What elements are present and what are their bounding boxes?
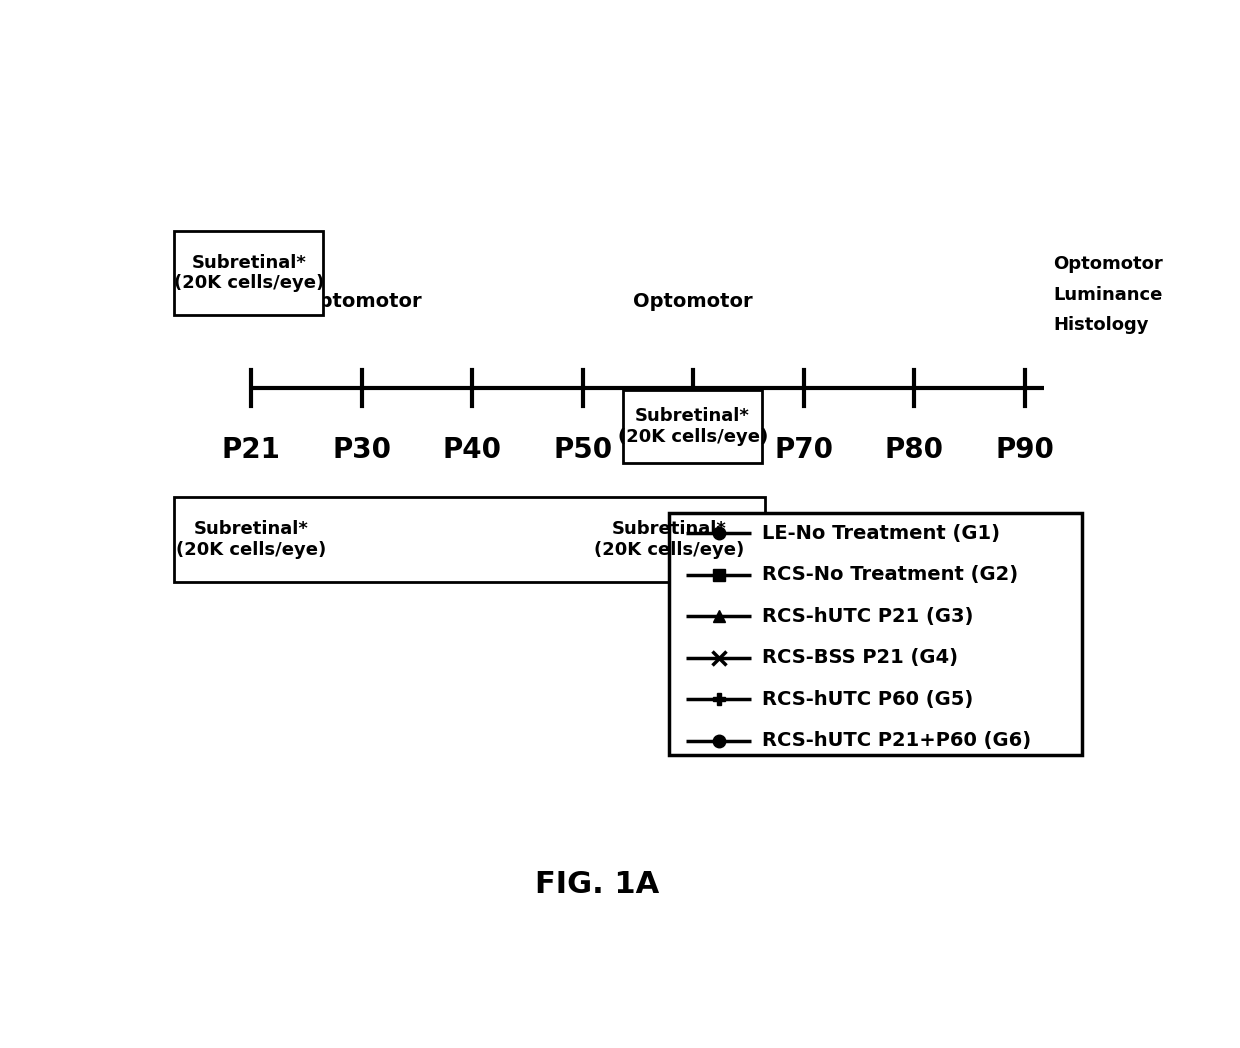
Text: RCS-hUTC P60 (G5): RCS-hUTC P60 (G5) [763, 690, 973, 708]
Text: P80: P80 [884, 436, 944, 464]
Text: P70: P70 [774, 436, 833, 464]
Bar [670, 514, 1083, 756]
Text: RCS-hUTC P21 (G3): RCS-hUTC P21 (G3) [763, 607, 973, 626]
Text: Subretinal*
(20K cells/eye): Subretinal* (20K cells/eye) [174, 254, 324, 292]
Text: P30: P30 [332, 436, 391, 464]
Text: Luminance: Luminance [1054, 285, 1163, 304]
Text: Subretinal*
(20K cells/eye): Subretinal* (20K cells/eye) [176, 520, 326, 559]
Text: Optomotor: Optomotor [301, 292, 422, 311]
Bar [622, 391, 763, 463]
Text: LE-No Treatment (G1): LE-No Treatment (G1) [763, 524, 1001, 543]
Bar [174, 231, 324, 315]
Text: RCS-No Treatment (G2): RCS-No Treatment (G2) [763, 565, 1018, 584]
Text: P21: P21 [222, 436, 280, 464]
Bar [174, 497, 765, 582]
Text: RCS-BSS P21 (G4): RCS-BSS P21 (G4) [763, 649, 959, 668]
Text: P50: P50 [553, 436, 613, 464]
Text: Subretinal*
(20K cells/eye): Subretinal* (20K cells/eye) [594, 520, 744, 559]
Text: Optomotor: Optomotor [634, 292, 753, 311]
Text: FIG. 1A: FIG. 1A [534, 870, 660, 899]
Text: Optomotor: Optomotor [1054, 255, 1163, 272]
Text: P40: P40 [443, 436, 502, 464]
Text: Subretinal*
(20K cells/eye): Subretinal* (20K cells/eye) [618, 408, 768, 446]
Text: P90: P90 [996, 436, 1054, 464]
Text: P60: P60 [663, 436, 723, 464]
Text: Histology: Histology [1054, 316, 1149, 334]
Text: RCS-hUTC P21+P60 (G6): RCS-hUTC P21+P60 (G6) [763, 732, 1032, 750]
